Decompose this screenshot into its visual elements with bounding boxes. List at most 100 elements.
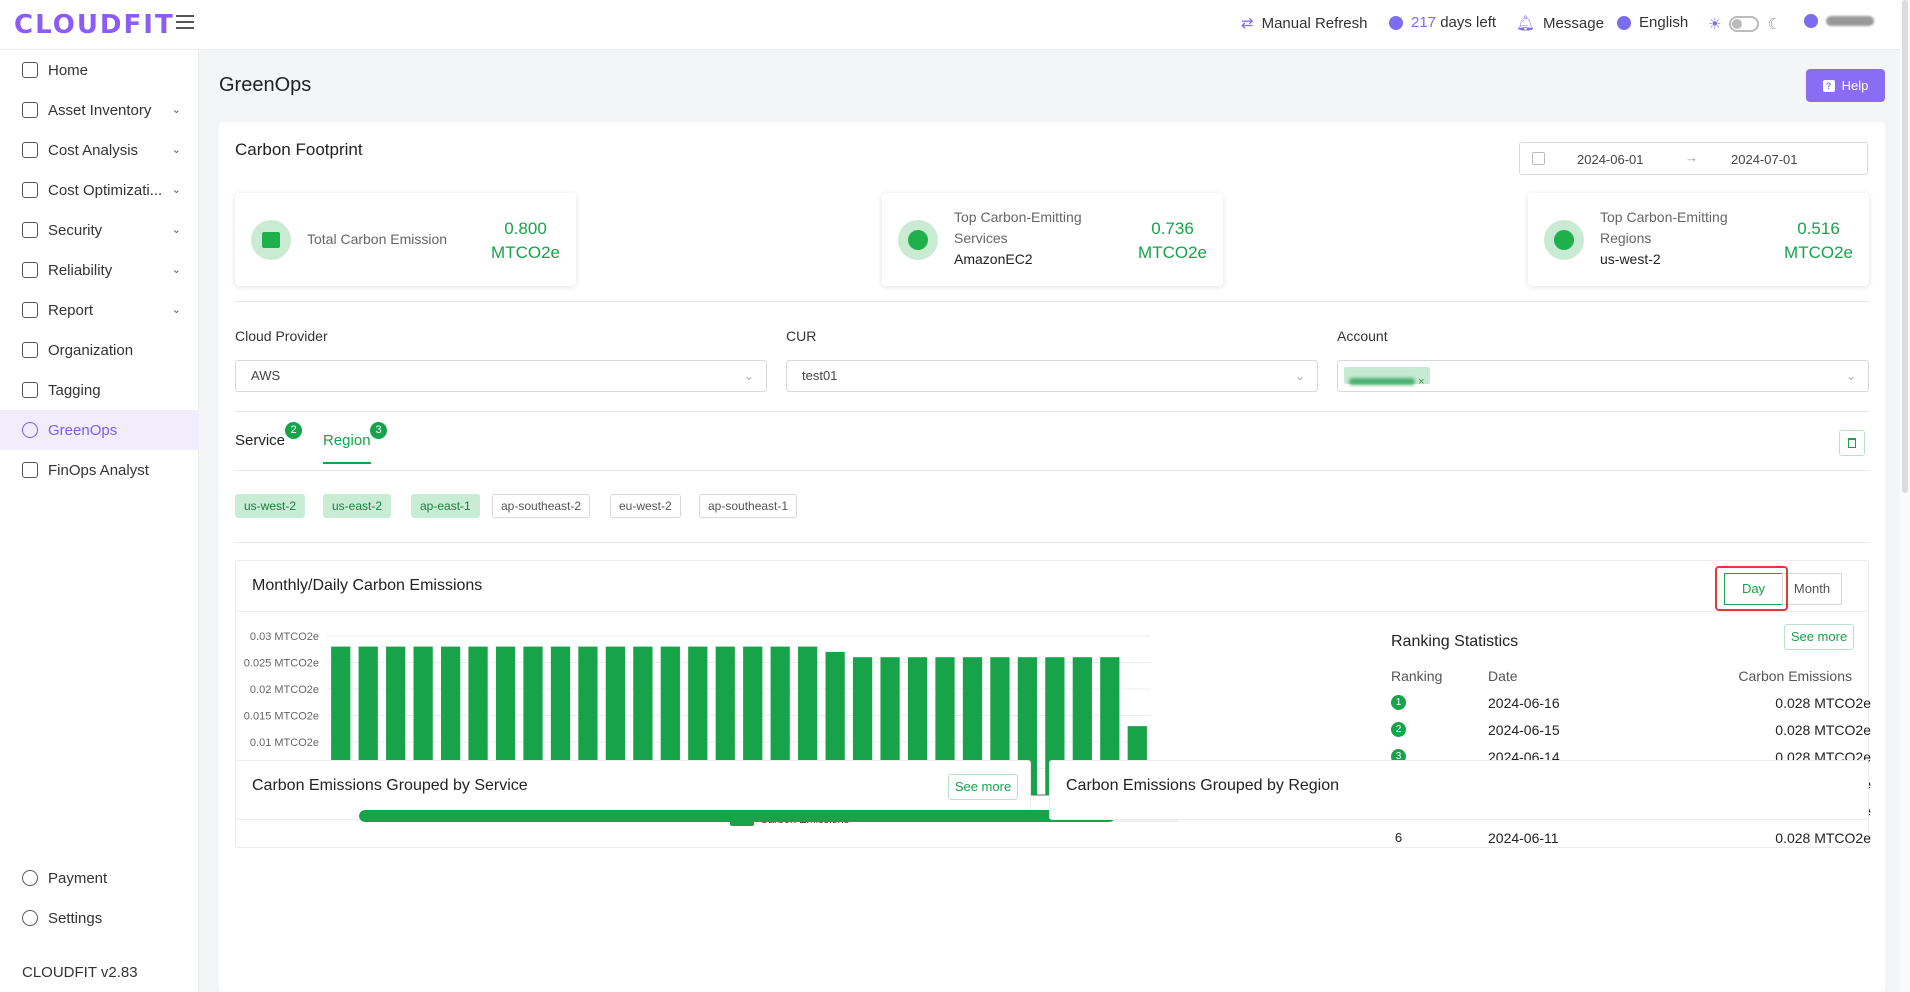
bar (770, 646, 790, 795)
tabs-divider (235, 470, 1869, 471)
stat-sub: us-west-2 (1600, 251, 1661, 267)
home-icon (22, 62, 38, 78)
count-badge: 3 (370, 422, 387, 439)
clear-filter-button[interactable] (1839, 430, 1865, 456)
menu-toggle-icon[interactable] (176, 15, 194, 31)
sidebar: Home Asset Inventory ⌄ Cost Analysis ⌄ Cos… (0, 50, 199, 992)
sidebar-item-finops-analyst[interactable]: FinOps Analyst (0, 450, 199, 490)
sidebar-item-cost-optimization[interactable]: Cost Optimizati... ⌄ (0, 170, 199, 210)
rank-value: 0.028 MTCO2e (1775, 830, 1871, 846)
sidebar-item-organization[interactable]: Organization (0, 330, 199, 370)
cur-label: CUR (786, 328, 817, 344)
sidebar-item-settings[interactable]: Settings (0, 898, 199, 938)
language-label: English (1639, 14, 1689, 31)
tab-service[interactable]: Service 2 (235, 422, 302, 449)
message-button[interactable]: 🔔︎ Message (1516, 14, 1604, 33)
sidebar-item-label: Security (48, 221, 103, 239)
col-header-date: Date (1488, 668, 1518, 684)
progress-fill (359, 810, 1116, 822)
leaf-icon (22, 422, 38, 438)
cloud-provider-label: Cloud Provider (235, 328, 328, 344)
page-scrollbar[interactable] (1900, 0, 1910, 992)
highlight-box (1715, 566, 1788, 611)
date-end[interactable]: 2024-07-01 (1731, 152, 1798, 167)
count-badge: 2 (285, 422, 302, 439)
tab-label: Service (235, 432, 286, 449)
rank-date: 2024-06-15 (1488, 722, 1560, 738)
subscription-days: 217 days left (1389, 14, 1496, 31)
bar (468, 646, 488, 795)
active-tab-indicator (323, 462, 371, 464)
stat-top-region: Top Carbon-Emitting Regions us-west-2 0.… (1528, 193, 1869, 286)
cur-value: test01 (802, 368, 838, 383)
region-tag[interactable]: ap-east-1 (411, 494, 480, 518)
bell-icon: 🔔︎ (1516, 15, 1536, 32)
y-tick-label: 0.03 MTCO2e (250, 631, 319, 643)
rank-date: 2024-06-11 (1488, 830, 1559, 846)
reliability-icon (22, 262, 38, 278)
scrollbar-thumb[interactable] (1902, 0, 1908, 493)
sidebar-item-greenops[interactable]: GreenOps (0, 410, 199, 450)
cloud-provider-select[interactable]: AWS ⌄ (235, 360, 767, 392)
region-tag[interactable]: eu-west-2 (610, 494, 681, 518)
help-label: Help (1841, 78, 1869, 93)
stat-label: Total Carbon Emission (307, 231, 448, 247)
tab-region[interactable]: Region 3 (323, 422, 387, 449)
theme-toggle[interactable] (1729, 16, 1760, 32)
org-icon (22, 342, 38, 358)
chevron-down-icon: ⌄ (171, 224, 181, 236)
region-tag[interactable]: ap-southeast-1 (699, 494, 798, 518)
theme-switch[interactable]: ☀ ☾ (1708, 15, 1781, 33)
sidebar-item-security[interactable]: Security ⌄ (0, 210, 199, 250)
region-tag[interactable]: us-west-2 (235, 494, 306, 518)
sidebar-item-label: FinOps Analyst (48, 461, 149, 479)
account-select[interactable]: × ⌄ (1337, 360, 1869, 392)
bar (715, 646, 735, 795)
message-label: Message (1543, 14, 1604, 32)
help-button[interactable]: ? Help (1806, 69, 1885, 102)
card-title: Carbon Emissions Grouped by Service (252, 777, 528, 794)
tag-icon (22, 382, 38, 398)
dollar-icon (22, 182, 38, 198)
region-tag[interactable]: us-east-2 (323, 494, 392, 518)
ranking-row: 2 2024-06-15 0.028 MTCO2e (1391, 722, 1871, 749)
date-start[interactable]: 2024-06-01 (1577, 152, 1644, 167)
day-toggle-button[interactable]: Day (1724, 573, 1783, 605)
bar (440, 646, 461, 795)
stat-value: 0.800 MTCO2e (491, 219, 560, 262)
manual-refresh-button[interactable]: ⇄ Manual Refresh (1241, 14, 1367, 33)
language-selector[interactable]: English (1617, 14, 1688, 31)
sidebar-item-tagging[interactable]: Tagging (0, 370, 199, 410)
sidebar-item-asset-inventory[interactable]: Asset Inventory ⌄ (0, 90, 199, 130)
sidebar-item-payment[interactable]: Payment (0, 858, 199, 898)
user-menu[interactable] (1804, 14, 1874, 28)
region-tag[interactable]: ap-southeast-2 (492, 494, 591, 518)
panel-title: Monthly/Daily Carbon Emissions (252, 577, 483, 594)
date-range-picker[interactable]: 2024-06-01 → 2024-07-01 (1519, 142, 1868, 175)
sidebar-item-label: Report (48, 301, 94, 319)
sidebar-item-label: Payment (48, 869, 108, 887)
chevron-down-icon: ⌄ (1294, 369, 1305, 383)
carbon-footprint-card: Carbon Footprint 2024-06-01 → 2024-07-01… (219, 122, 1885, 992)
sidebar-item-label: Cost Analysis (48, 141, 139, 159)
sidebar-item-cost-analysis[interactable]: Cost Analysis ⌄ (0, 130, 199, 170)
cur-select[interactable]: test01 ⌄ (786, 360, 1318, 392)
page-title: GreenOps (219, 74, 312, 96)
month-toggle-button[interactable]: Month (1782, 573, 1842, 605)
chevron-down-icon: ⌄ (171, 264, 181, 276)
globe-icon (1617, 15, 1631, 30)
y-tick-label: 0.02 MTCO2e (250, 684, 319, 696)
sidebar-item-reliability[interactable]: Reliability ⌄ (0, 250, 199, 290)
sidebar-item-report[interactable]: Report ⌄ (0, 290, 199, 330)
see-more-button[interactable]: See more (948, 774, 1018, 800)
stat-sub: AmazonEC2 (954, 251, 1033, 267)
sidebar-item-home[interactable]: Home (0, 50, 199, 90)
stat-value: 0.516 MTCO2e (1784, 219, 1853, 262)
rank-badge: 1 (1391, 695, 1406, 710)
analyst-icon (22, 462, 38, 478)
close-icon[interactable]: × (1418, 375, 1425, 388)
days-count: 217 (1411, 14, 1437, 31)
account-chip[interactable]: × (1344, 366, 1430, 388)
col-header-ranking: Ranking (1391, 668, 1443, 684)
see-more-button[interactable]: See more (1784, 624, 1854, 650)
